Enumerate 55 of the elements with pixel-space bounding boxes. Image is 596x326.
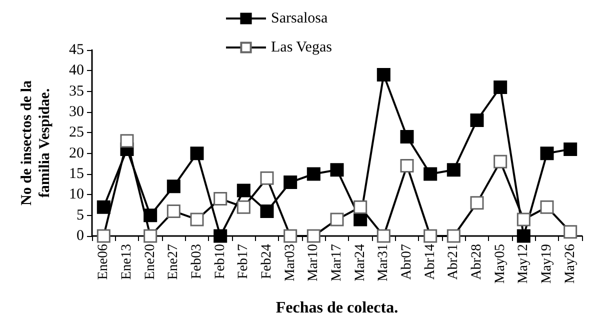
point (376, 68, 390, 82)
legend-label: Sarsalosa (271, 10, 328, 26)
point (236, 184, 250, 198)
x-axis-title: Fechas de colecta. (276, 300, 398, 316)
point (516, 229, 530, 243)
point (166, 180, 180, 194)
y-tick-label: 40 (69, 62, 84, 79)
x-tick-label: Mar31 (376, 244, 392, 282)
point (330, 163, 344, 177)
point (400, 130, 414, 144)
y-tick-label: 5 (76, 207, 84, 224)
x-tick-label: Mar10 (306, 244, 322, 282)
x-tick-label: Abr28 (470, 244, 484, 280)
x-tick-label: Feb17 (236, 244, 252, 279)
y-tick-label: 0 (76, 228, 84, 244)
x-tick-label: Ene13 (120, 244, 134, 280)
y-tick-label: 25 (69, 124, 84, 141)
point (260, 204, 274, 218)
point (306, 167, 320, 181)
x-tick-label: Ene20 (142, 244, 158, 280)
x-tick-label: Feb24 (260, 244, 274, 279)
point (446, 163, 460, 177)
point (144, 208, 158, 222)
point (284, 176, 298, 190)
x-tick-label: Abr07 (400, 244, 414, 280)
x-tick-label: May26 (562, 244, 578, 284)
point (540, 146, 554, 160)
point (424, 167, 438, 181)
y-tick-label: 20 (69, 145, 84, 162)
x-tick-label: Feb10 (212, 244, 228, 279)
x-tick-label: Ene27 (166, 244, 182, 280)
point (354, 212, 368, 226)
point (564, 142, 578, 156)
x-tick-label: Abr21 (446, 244, 462, 280)
y-tick-label: 45 (69, 42, 84, 58)
x-tick-label: May19 (540, 244, 554, 284)
point (214, 229, 228, 243)
y-axis-title: No de insectos de la familia Vespidae. (19, 80, 53, 206)
point (470, 114, 484, 128)
x-tick-label: Mar24 (352, 244, 368, 282)
x-tick-label: Feb03 (190, 244, 204, 279)
y-tick-label: 10 (69, 186, 84, 203)
y-tick-label: 35 (69, 83, 84, 100)
point (96, 200, 110, 214)
point (190, 146, 204, 160)
point (494, 80, 508, 94)
x-tick-label: May12 (516, 244, 532, 284)
y-tick-label: 15 (69, 166, 84, 182)
legend-label: Las Vegas (271, 40, 332, 56)
x-tick-label: May05 (492, 244, 508, 284)
x-tick-label: Mar17 (330, 244, 344, 282)
y-tick-label: 30 (69, 104, 84, 120)
x-tick-label: Abr14 (422, 244, 438, 280)
x-tick-label: Mar03 (282, 244, 298, 282)
x-tick-label: Ene06 (96, 244, 112, 280)
